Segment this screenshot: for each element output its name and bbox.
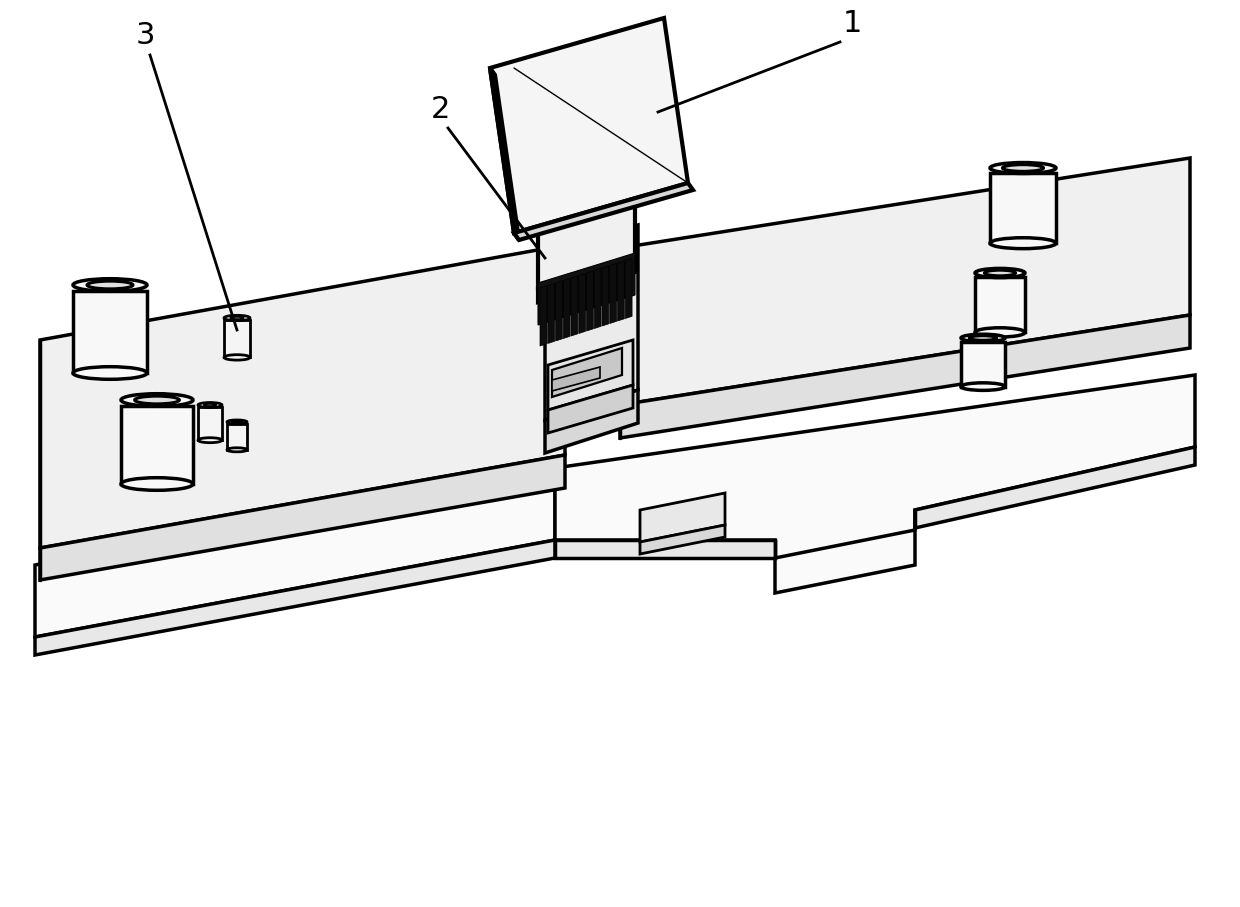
Ellipse shape	[961, 383, 1004, 390]
Polygon shape	[563, 278, 570, 338]
Polygon shape	[915, 447, 1195, 528]
Polygon shape	[620, 315, 1190, 438]
Polygon shape	[552, 367, 600, 391]
Polygon shape	[990, 173, 1056, 243]
Polygon shape	[538, 258, 635, 302]
Polygon shape	[538, 253, 635, 325]
Ellipse shape	[135, 396, 180, 404]
Ellipse shape	[975, 268, 1025, 278]
Polygon shape	[570, 276, 578, 336]
Polygon shape	[548, 340, 632, 410]
Polygon shape	[618, 261, 624, 321]
Polygon shape	[610, 263, 616, 324]
Ellipse shape	[73, 278, 148, 291]
Polygon shape	[538, 195, 635, 288]
Ellipse shape	[87, 281, 133, 289]
Polygon shape	[224, 320, 250, 357]
Ellipse shape	[970, 336, 997, 340]
Polygon shape	[975, 278, 1025, 332]
Ellipse shape	[198, 438, 222, 443]
Text: 2: 2	[430, 95, 450, 124]
Polygon shape	[40, 455, 565, 580]
Ellipse shape	[205, 404, 216, 406]
Polygon shape	[227, 424, 247, 450]
Text: 3: 3	[135, 21, 155, 50]
Polygon shape	[552, 348, 622, 397]
Polygon shape	[73, 291, 148, 373]
Ellipse shape	[961, 334, 1004, 342]
Ellipse shape	[73, 366, 148, 379]
Polygon shape	[548, 283, 554, 344]
Ellipse shape	[122, 478, 193, 491]
Polygon shape	[490, 68, 520, 240]
Polygon shape	[640, 493, 725, 542]
Polygon shape	[556, 375, 1195, 593]
Polygon shape	[546, 390, 639, 453]
Ellipse shape	[975, 327, 1025, 337]
Polygon shape	[548, 385, 632, 433]
Ellipse shape	[224, 316, 250, 321]
Polygon shape	[961, 342, 1004, 386]
Polygon shape	[640, 525, 725, 554]
Ellipse shape	[990, 162, 1056, 173]
Polygon shape	[35, 468, 556, 637]
Polygon shape	[198, 407, 222, 440]
Text: 1: 1	[842, 9, 862, 38]
Polygon shape	[601, 266, 609, 326]
Polygon shape	[546, 225, 639, 420]
Ellipse shape	[198, 403, 222, 407]
Ellipse shape	[231, 317, 243, 319]
Polygon shape	[587, 271, 593, 331]
Polygon shape	[40, 245, 565, 548]
Polygon shape	[625, 258, 632, 318]
Ellipse shape	[985, 270, 1016, 276]
Polygon shape	[620, 158, 1190, 405]
Polygon shape	[122, 406, 193, 484]
Polygon shape	[35, 540, 556, 655]
Ellipse shape	[990, 238, 1056, 249]
Polygon shape	[556, 281, 562, 341]
Polygon shape	[515, 183, 693, 240]
Polygon shape	[556, 540, 775, 558]
Ellipse shape	[232, 421, 242, 423]
Polygon shape	[594, 268, 601, 328]
Ellipse shape	[1002, 164, 1044, 171]
Ellipse shape	[227, 420, 247, 424]
Ellipse shape	[224, 355, 250, 360]
Ellipse shape	[122, 394, 193, 406]
Polygon shape	[490, 18, 688, 233]
Polygon shape	[579, 273, 585, 334]
Polygon shape	[539, 286, 547, 346]
Ellipse shape	[227, 448, 247, 452]
